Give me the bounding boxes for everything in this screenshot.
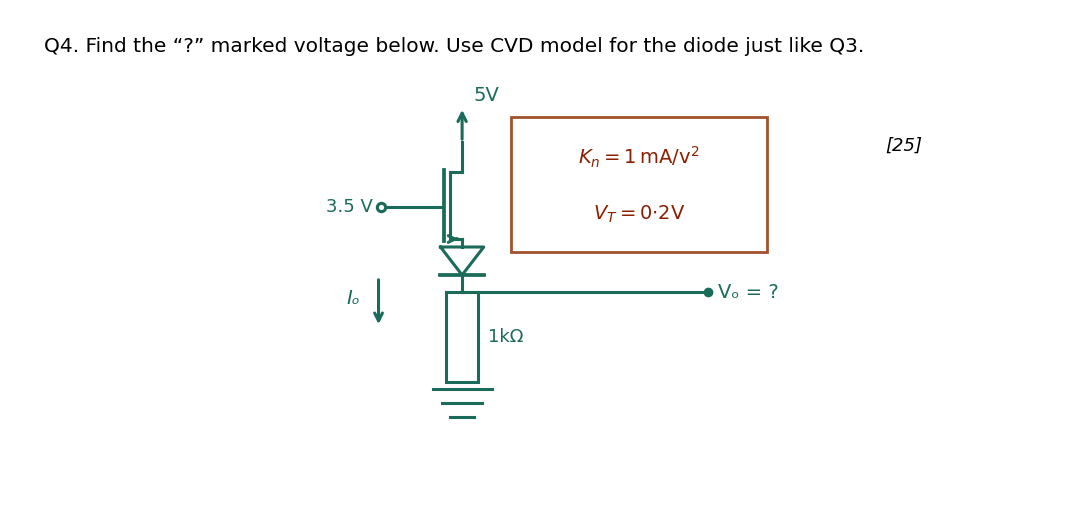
Text: Q4. Find the “?” marked voltage below. Use CVD model for the diode just like Q3.: Q4. Find the “?” marked voltage below. U…	[44, 37, 864, 56]
Text: Vₒ = ?: Vₒ = ?	[718, 282, 779, 301]
Text: $K_n = 1\,\mathrm{mA/v}^2$: $K_n = 1\,\mathrm{mA/v}^2$	[579, 145, 700, 170]
Bar	[446, 292, 477, 382]
Text: 3.5 V: 3.5 V	[326, 198, 373, 216]
Bar	[511, 117, 767, 252]
Text: [25]: [25]	[885, 137, 922, 155]
Text: 5V: 5V	[474, 86, 500, 105]
Text: Iₒ: Iₒ	[347, 288, 361, 307]
Text: 1kΩ: 1kΩ	[488, 328, 523, 346]
Text: $V_T = 0{\cdot}2\mathrm{V}$: $V_T = 0{\cdot}2\mathrm{V}$	[593, 203, 686, 225]
